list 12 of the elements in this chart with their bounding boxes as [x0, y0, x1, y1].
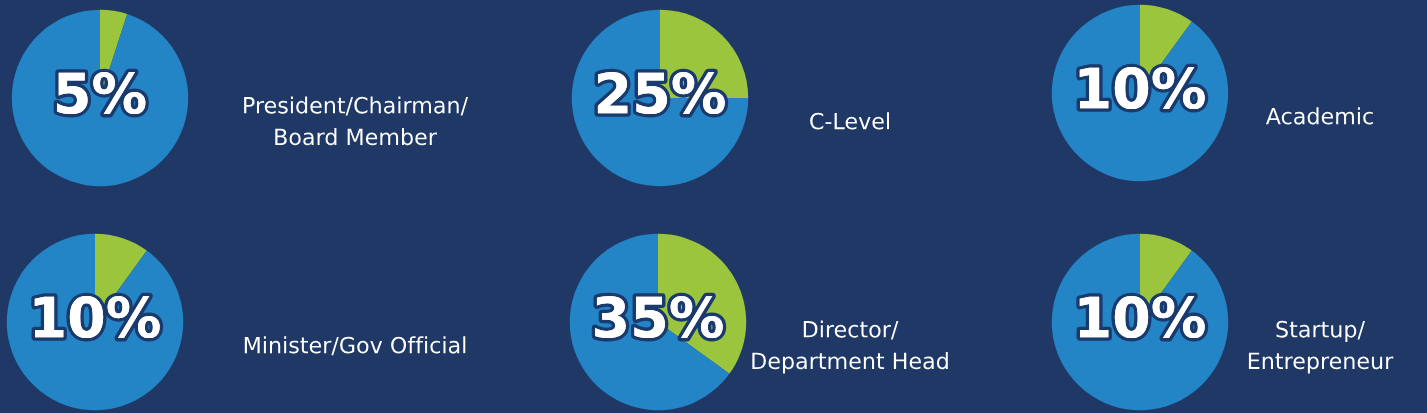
data-label: 5%	[57, 72, 146, 115]
data-label: 10%	[1079, 67, 1205, 110]
text: Director/ Department Head	[752, 320, 948, 374]
text: President/Chairman/ Board Member	[244, 96, 469, 146]
pie-slice	[11, 9, 189, 187]
text: Startup/ Entrepreneur	[1248, 320, 1394, 374]
data-label: 10%	[34, 296, 160, 339]
text: C-Level	[810, 112, 890, 130]
text: Academic	[1265, 107, 1373, 125]
text: Minister/Gov Official	[244, 336, 466, 356]
data-label: 25%	[597, 72, 725, 115]
data-label: 10%	[1079, 296, 1205, 339]
